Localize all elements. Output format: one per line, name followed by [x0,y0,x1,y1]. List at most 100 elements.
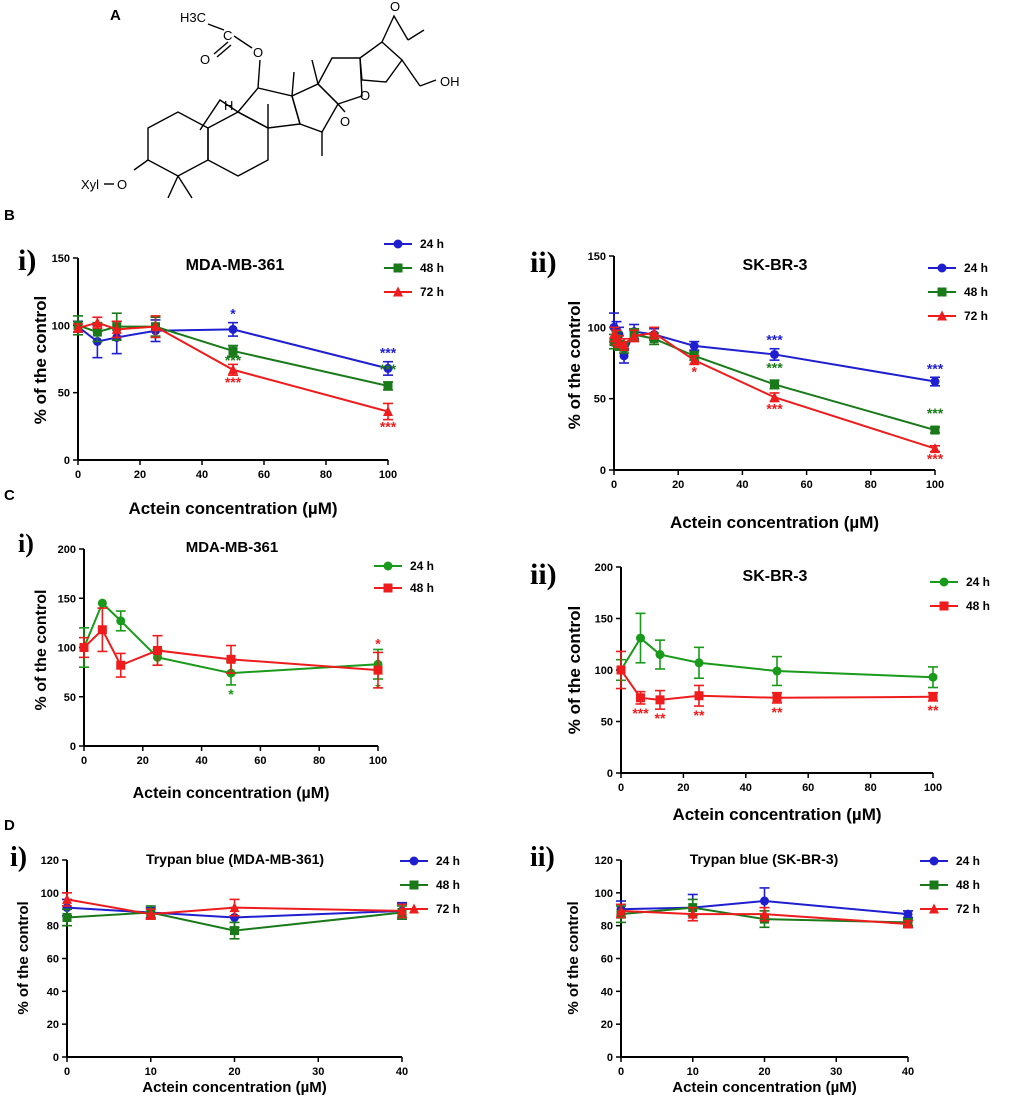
y-tick-label: 100 [52,320,70,332]
data-point [655,695,665,705]
y-tick-label: 40 [601,986,613,998]
x-tick-label: 0 [75,469,81,481]
series-line [620,636,934,679]
series-line [66,898,403,916]
x-tick-label: 0 [81,755,87,767]
x-tick-label: 0 [611,479,617,491]
significance-marker: *** [225,374,242,390]
x-tick-label: 0 [64,1066,70,1078]
panel-letter-a: A [110,7,121,24]
significance-marker: *** [927,450,944,466]
significance-marker: *** [632,705,649,721]
legend-marker [929,880,939,890]
y-axis-label: % of the control [565,901,582,1014]
x-tick-label: 30 [312,1066,324,1078]
data-point [930,377,940,387]
x-tick-label: 60 [800,479,812,491]
y-tick-label: 40 [47,986,59,998]
structure-label-carbonyl-c: C [223,28,232,43]
series-48-h: *** ** ** ** ** [616,650,939,726]
y-tick-label: 50 [601,717,613,729]
y-tick-label: 100 [58,643,76,655]
data-point [636,693,645,703]
data-point [687,908,698,919]
chemical-structure-actein: H3C C O O O O O OH H [81,0,460,199]
y-tick-label: 20 [47,1019,59,1031]
chart-title: Trypan blue (SK-BR-3) [690,851,839,867]
x-tick-label: 60 [258,469,270,481]
data-point [759,908,770,919]
data-point [397,905,407,916]
data-point [614,336,625,347]
structure-label-xyl: Xyl [81,177,99,192]
structure-label-oh: OH [440,74,460,89]
structure-label-furan-o: O [360,88,370,103]
series-line [620,909,909,926]
legend-label: 24 h [964,261,988,275]
series-72-h: *** *** [73,315,397,435]
significance-marker: ** [694,707,705,723]
data-point [383,363,393,373]
series-72-h: ******* [609,326,944,466]
data-point [930,443,940,454]
y-tick-label: 200 [58,544,76,556]
significance-marker: *** [380,345,397,361]
data-point [62,893,72,904]
chart-c-i-mda-mb-361: 0 20 40 60 80 100 0 50 100 150 200 MDA-MB-361 i) Acte… [18,529,434,802]
legend-marker [409,856,419,866]
data-point [772,693,782,703]
y-tick-label: 60 [601,954,613,966]
structure-label-ring-o: O [340,114,350,129]
legend-entry-24-h: 24 h [374,559,434,573]
data-point [97,598,107,608]
structure-label-h3c: H3C [180,10,206,25]
panel-letter-b: B [4,207,15,224]
legend-label: 24 h [966,575,990,589]
legend-label: 48 h [436,878,460,892]
y-tick-label: 50 [64,692,76,704]
data-point [228,324,238,334]
legend-marker [929,903,939,914]
structure-label-epoxide-o: O [390,0,400,14]
significance-marker: *** [380,419,397,435]
y-tick-label: 0 [600,465,606,477]
data-point [373,665,383,675]
y-tick-label: 150 [58,593,76,605]
x-tick-label: 100 [926,479,944,491]
x-tick-label: 60 [802,782,814,794]
panel-letter-d: D [4,817,15,834]
significance-marker: *** [766,401,783,417]
series-line [620,669,934,701]
y-tick-label: 0 [70,741,76,753]
subpanel-label: ii) [530,558,557,591]
chart-title: MDA-MB-361 [186,539,279,556]
legend-label: 24 h [956,854,980,868]
data-point [228,364,238,375]
significance-marker: *** [766,359,783,375]
y-tick-label: 50 [58,388,70,400]
y-tick-label: 100 [595,888,613,900]
panel-letter-c: C [4,487,15,504]
data-point [649,327,660,338]
legend-marker [393,263,403,273]
y-tick-label: 0 [607,1052,613,1064]
legend-entry-24-h: 24 h [384,237,444,251]
significance-marker: ** [655,710,666,726]
series-72-h [62,892,407,920]
legend-entry-48-h: 48 h [920,878,980,892]
significance-marker: *** [766,332,783,348]
series-line [66,906,403,919]
legend-label: 72 h [964,309,988,323]
x-tick-label: 60 [254,755,266,767]
structure-label-ester-o: O [253,45,263,60]
series-line [620,900,909,916]
structure-label-h: H [224,98,233,113]
series-24-h [616,612,938,689]
y-tick-label: 0 [64,455,70,467]
data-point [150,321,161,332]
data-point [92,327,102,337]
legend-label: 48 h [420,261,444,275]
x-tick-label: 40 [196,469,208,481]
data-point [229,902,240,913]
legend-label: 48 h [964,285,988,299]
